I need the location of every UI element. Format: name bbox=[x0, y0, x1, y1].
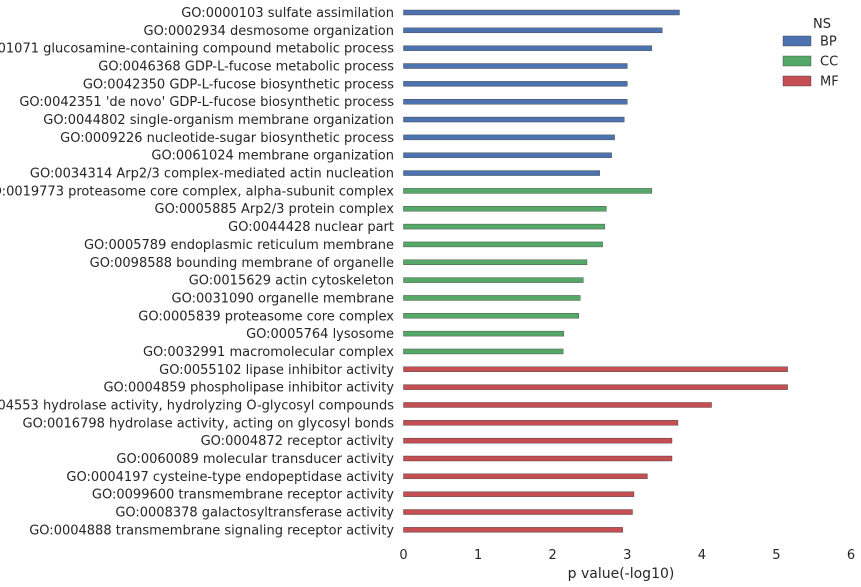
category-label: GO:0004197 cysteine-type endopeptidase a… bbox=[66, 470, 394, 485]
bar bbox=[403, 152, 612, 158]
category-label: GO:0055102 lipase inhibitor activity bbox=[159, 363, 394, 378]
legend-title: NS bbox=[813, 17, 831, 32]
bar bbox=[403, 116, 625, 123]
category-label: GO:0015629 actin cytoskeleton bbox=[189, 274, 394, 289]
category-label: GO:0002934 desmosome organization bbox=[144, 24, 394, 39]
bar bbox=[403, 188, 653, 194]
category-label: GO:0034314 Arp2/3 complex-mediated actin… bbox=[30, 167, 394, 182]
category-label: GO:0032991 macromolecular complex bbox=[143, 345, 394, 360]
bars-group bbox=[403, 9, 788, 533]
x-tick-label: 2 bbox=[549, 548, 557, 563]
bar bbox=[403, 134, 615, 141]
bar bbox=[403, 81, 628, 87]
category-label: GO:0004859 phospholipase inhibitor activ… bbox=[103, 381, 394, 396]
category-label: GO:1901071 glucosamine-containing compou… bbox=[0, 42, 394, 57]
bar bbox=[403, 259, 588, 265]
x-tick-label: 3 bbox=[623, 548, 631, 563]
bar bbox=[403, 63, 628, 69]
legend-swatch bbox=[782, 35, 812, 47]
bar bbox=[403, 491, 635, 497]
category-label: GO:0005789 endoplasmic reticulum membran… bbox=[84, 238, 394, 253]
category-label: GO:0004553 hydrolase activity, hydrolyzi… bbox=[0, 398, 394, 413]
bar bbox=[403, 473, 648, 480]
bar bbox=[403, 420, 679, 426]
x-tick-labels: 0 1 2 3 4 5 6 bbox=[399, 548, 855, 563]
bar bbox=[403, 241, 603, 248]
category-label: GO:0005885 Arp2/3 protein complex bbox=[155, 202, 395, 217]
legend: NS BP CC MF bbox=[782, 17, 839, 90]
bar bbox=[403, 45, 653, 51]
category-label: GO:0005764 lysosome bbox=[246, 327, 394, 342]
bar bbox=[403, 206, 607, 212]
bar bbox=[403, 295, 581, 301]
bar bbox=[403, 9, 680, 16]
category-label: GO:0004888 transmembrane signaling recep… bbox=[29, 523, 394, 538]
bar bbox=[403, 223, 606, 230]
category-label: GO:0005839 proteasome core complex bbox=[138, 309, 394, 324]
x-axis-label: p value(-log10) bbox=[568, 566, 675, 582]
category-label: GO:0099600 transmembrane receptor activi… bbox=[92, 488, 394, 503]
bar bbox=[403, 455, 673, 462]
bar bbox=[403, 98, 628, 105]
category-label: GO:0042350 GDP-L-fucose biosynthetic pro… bbox=[83, 77, 394, 92]
category-label: GO:0098588 bounding membrane of organell… bbox=[90, 256, 394, 271]
category-label: GO:0019773 proteasome core complex, alph… bbox=[0, 184, 394, 199]
category-label: GO:0046368 GDP-L-fucose metabolic proces… bbox=[98, 60, 394, 75]
legend-label: BP bbox=[820, 35, 837, 50]
x-tick-label: 4 bbox=[698, 548, 706, 563]
category-label: GO:0060089 molecular transducer activity bbox=[116, 452, 394, 467]
x-tick-label: 0 bbox=[399, 548, 407, 563]
legend-swatch bbox=[782, 75, 812, 87]
bar bbox=[403, 509, 633, 515]
category-label: GO:0016798 hydrolase activity, acting on… bbox=[23, 416, 395, 431]
category-labels: GO:0000103 sulfate assimilation GO:000293… bbox=[0, 6, 394, 538]
bar bbox=[403, 330, 565, 337]
x-tick-label: 1 bbox=[474, 548, 482, 563]
legend-swatch bbox=[782, 55, 812, 67]
category-label: GO:0004872 receptor activity bbox=[201, 434, 395, 449]
bar bbox=[403, 170, 600, 176]
bar bbox=[403, 437, 673, 444]
category-label: GO:0009226 nucleotide-sugar biosynthetic… bbox=[60, 131, 394, 146]
bar bbox=[403, 27, 663, 34]
category-label: GO:0031090 organelle membrane bbox=[172, 291, 395, 306]
bar bbox=[403, 527, 623, 533]
x-tick-label: 5 bbox=[772, 548, 780, 563]
bar bbox=[403, 313, 579, 319]
category-label: GO:0044802 single-organism membrane orga… bbox=[43, 113, 394, 128]
bar bbox=[403, 402, 712, 408]
category-label: GO:0000103 sulfate assimilation bbox=[181, 6, 394, 21]
legend-label: MF bbox=[820, 75, 839, 90]
bar bbox=[403, 348, 564, 355]
bar bbox=[403, 277, 584, 283]
bar bbox=[403, 384, 788, 390]
bar bbox=[403, 366, 788, 372]
x-tick-label: 6 bbox=[847, 548, 855, 563]
legend-label: CC bbox=[820, 55, 838, 70]
category-label: GO:0008378 galactosyltransferase activit… bbox=[115, 506, 394, 521]
category-label: GO:0061024 membrane organization bbox=[151, 149, 394, 164]
category-label: GO:0044428 nuclear part bbox=[228, 220, 394, 235]
category-label: GO:0042351 'de novo' GDP-L-fucose biosyn… bbox=[19, 95, 394, 110]
